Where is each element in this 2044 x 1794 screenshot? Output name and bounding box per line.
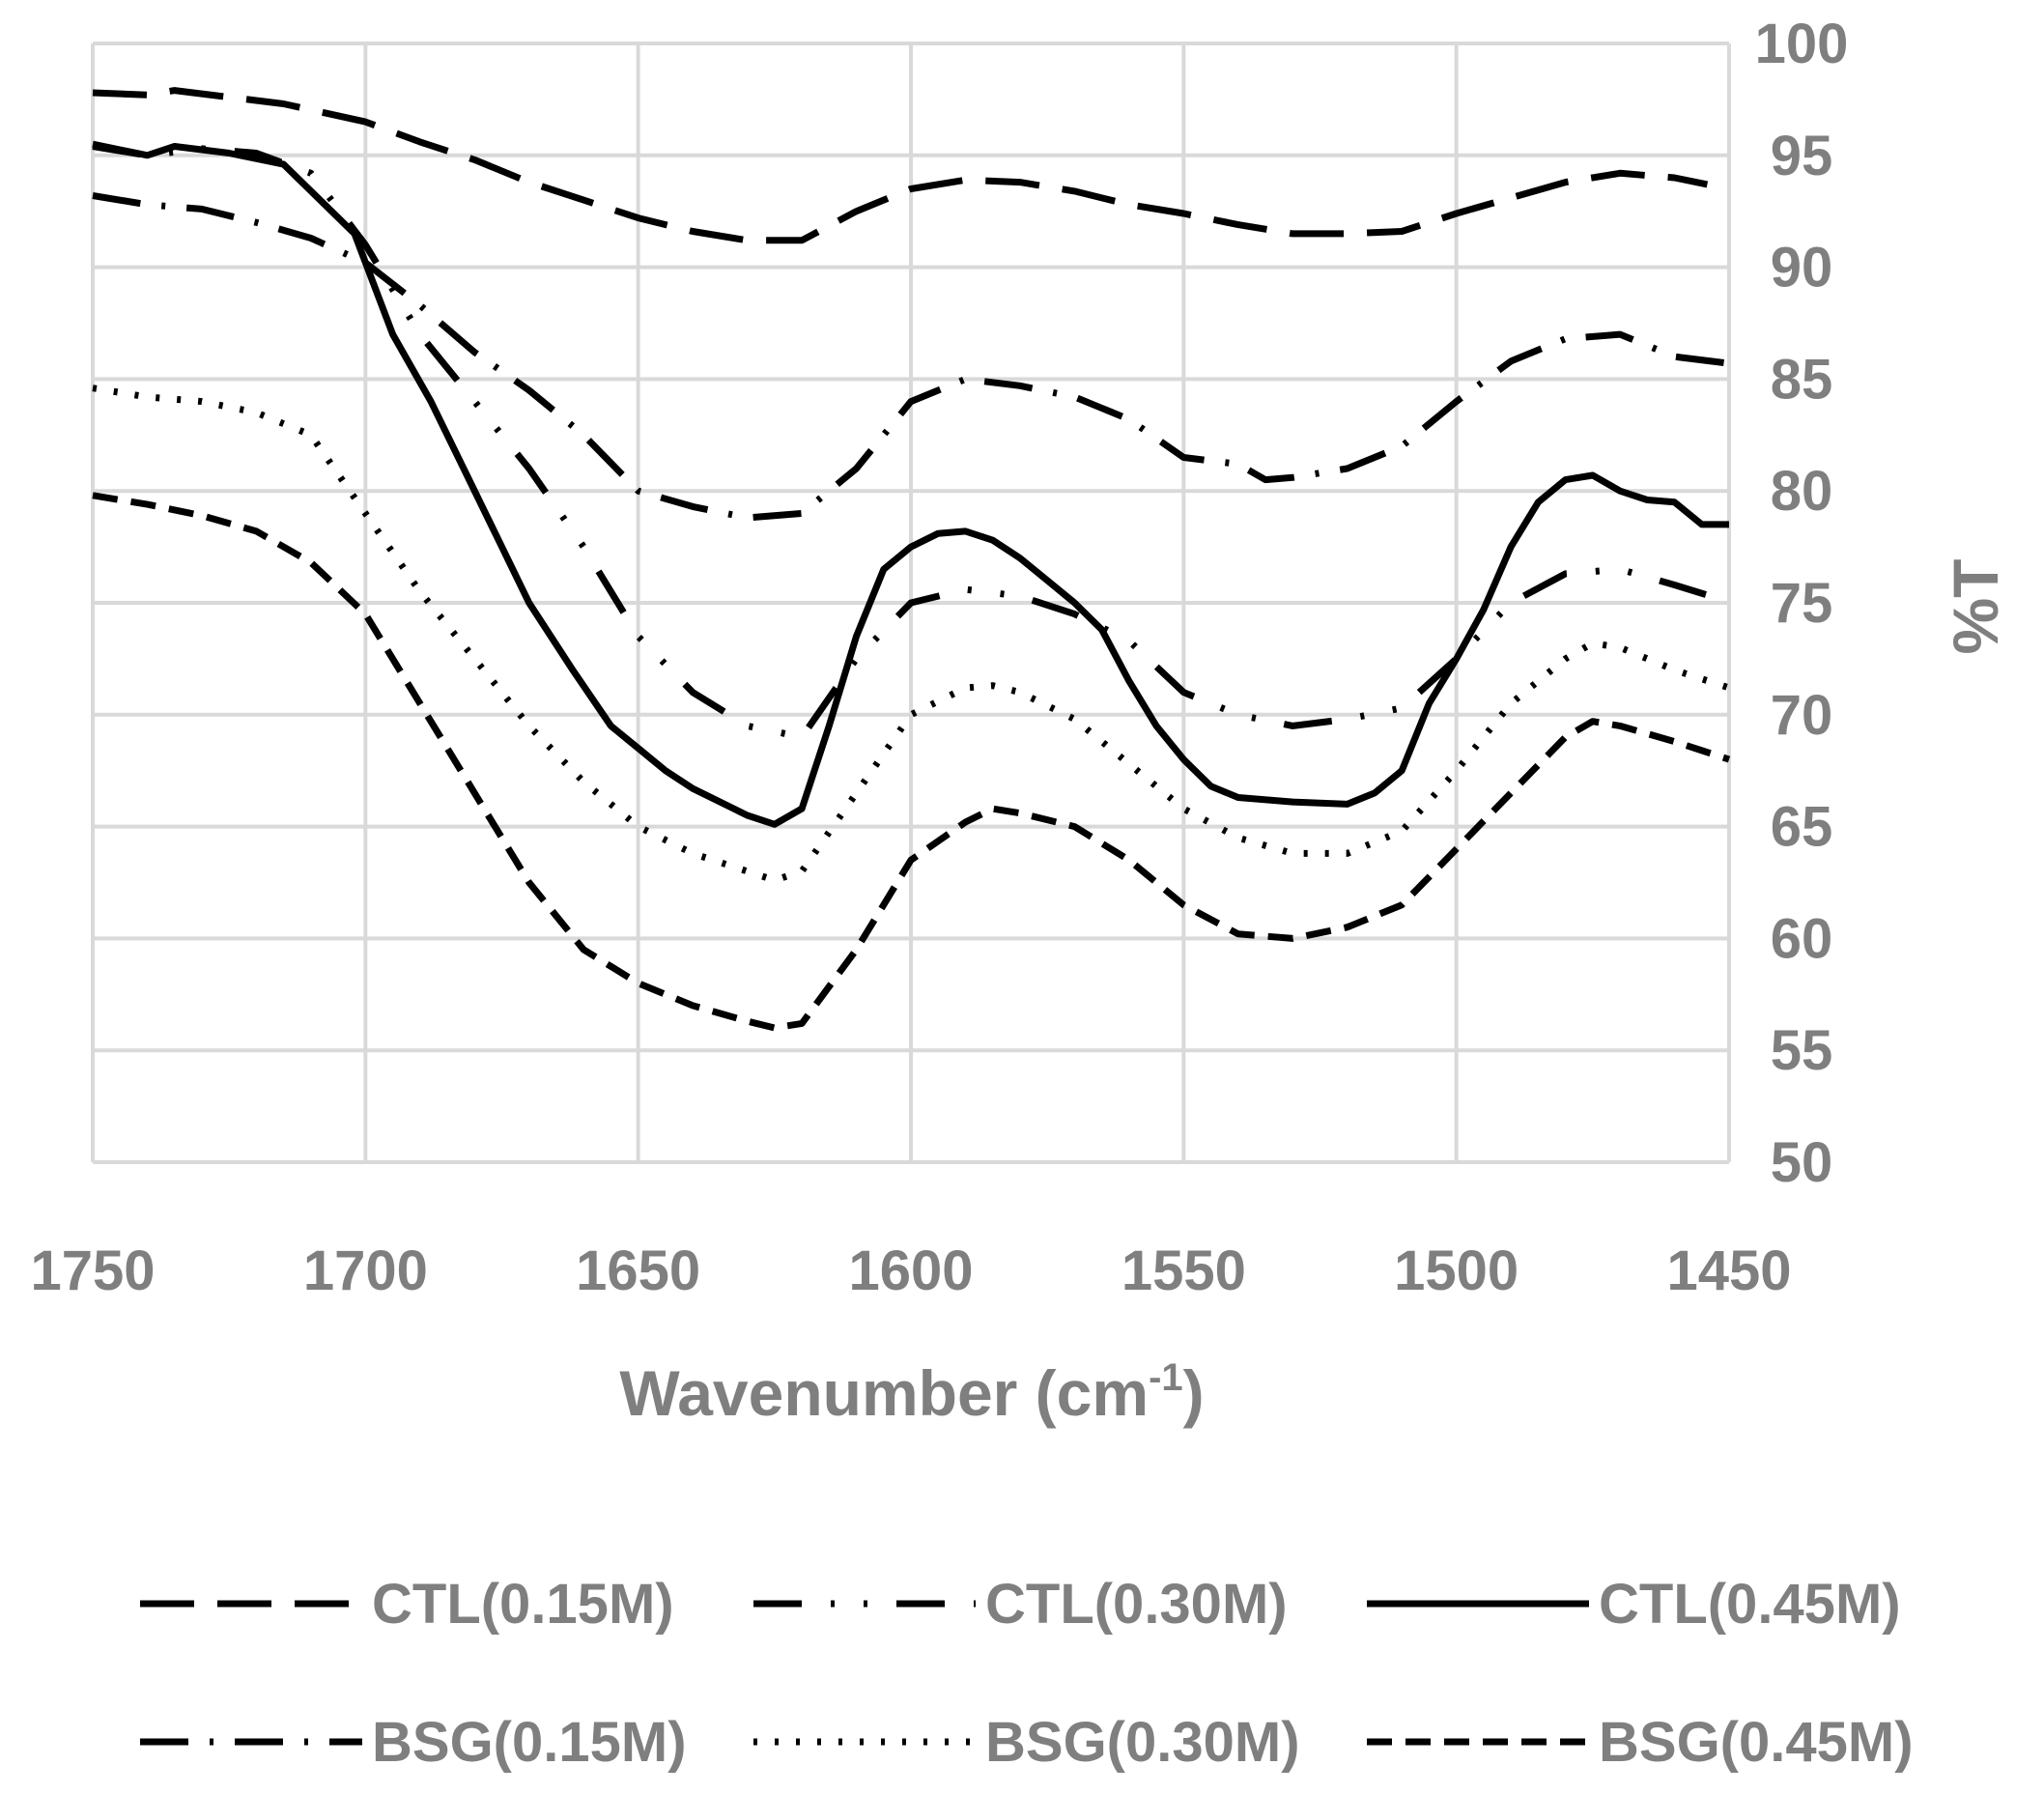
x-axis-title: Wavenumber (cm-1): [619, 1356, 1204, 1429]
y-axis-title: %T: [1940, 559, 2011, 655]
y-tick-label-75: 75: [1771, 572, 1833, 635]
tick-labels: 1750 1700 1650 1600 1550 1500 1450 100 95 90 85 80 7…: [30, 13, 1848, 1302]
legend-label-ctl-0-30m: CTL(0.30M): [985, 1573, 1288, 1636]
x-axis-title-superscript: -1: [1149, 1356, 1183, 1399]
x-tick-label-1500: 1500: [1394, 1239, 1519, 1302]
legend-label-bsg-0-45m: BSG(0.45M): [1599, 1711, 1914, 1774]
y-tick-label-55: 55: [1771, 1019, 1833, 1082]
legend-label-bsg-0-15m: BSG(0.15M): [372, 1711, 687, 1774]
y-tick-label-100: 100: [1755, 13, 1849, 75]
x-axis-title-main: Wavenumber (cm: [619, 1357, 1149, 1429]
x-tick-label-1600: 1600: [848, 1239, 973, 1302]
series-line-bsg-0-45m: [92, 492, 1731, 1032]
y-tick-label-50: 50: [1771, 1131, 1833, 1194]
y-tick-label-90: 90: [1771, 237, 1833, 299]
legend-label-ctl-0-15m: CTL(0.15M): [372, 1573, 674, 1636]
y-tick-label-95: 95: [1771, 125, 1833, 187]
x-tick-label-1650: 1650: [576, 1239, 700, 1302]
x-tick-label-1550: 1550: [1121, 1239, 1246, 1302]
y-tick-label-80: 80: [1771, 460, 1833, 523]
y-tick-label-65: 65: [1771, 796, 1833, 859]
y-tick-label-85: 85: [1771, 348, 1833, 411]
series-line-ctl-0-45m: [92, 140, 1729, 828]
series-line-bsg-0-15m: [92, 192, 1730, 522]
y-tick-label-60: 60: [1771, 907, 1833, 970]
series-line-ctl-0-30m: [92, 143, 1719, 741]
x-tick-label-1700: 1700: [303, 1239, 428, 1302]
x-tick-label-1450: 1450: [1666, 1239, 1791, 1302]
legend: CTL(0.15M) CTL(0.30M) CTL(0.45M) BSG(0.15M)…: [140, 1573, 1914, 1774]
plot-series: [92, 87, 1731, 1032]
series-line-ctl-0-15m: [92, 87, 1709, 244]
y-tick-label-70: 70: [1771, 684, 1833, 747]
legend-label-ctl-0-45m: CTL(0.45M): [1599, 1573, 1901, 1636]
x-axis-title-suffix: ): [1183, 1357, 1205, 1429]
legend-label-bsg-0-30m: BSG(0.30M): [985, 1711, 1300, 1774]
x-tick-label-1750: 1750: [30, 1239, 155, 1302]
